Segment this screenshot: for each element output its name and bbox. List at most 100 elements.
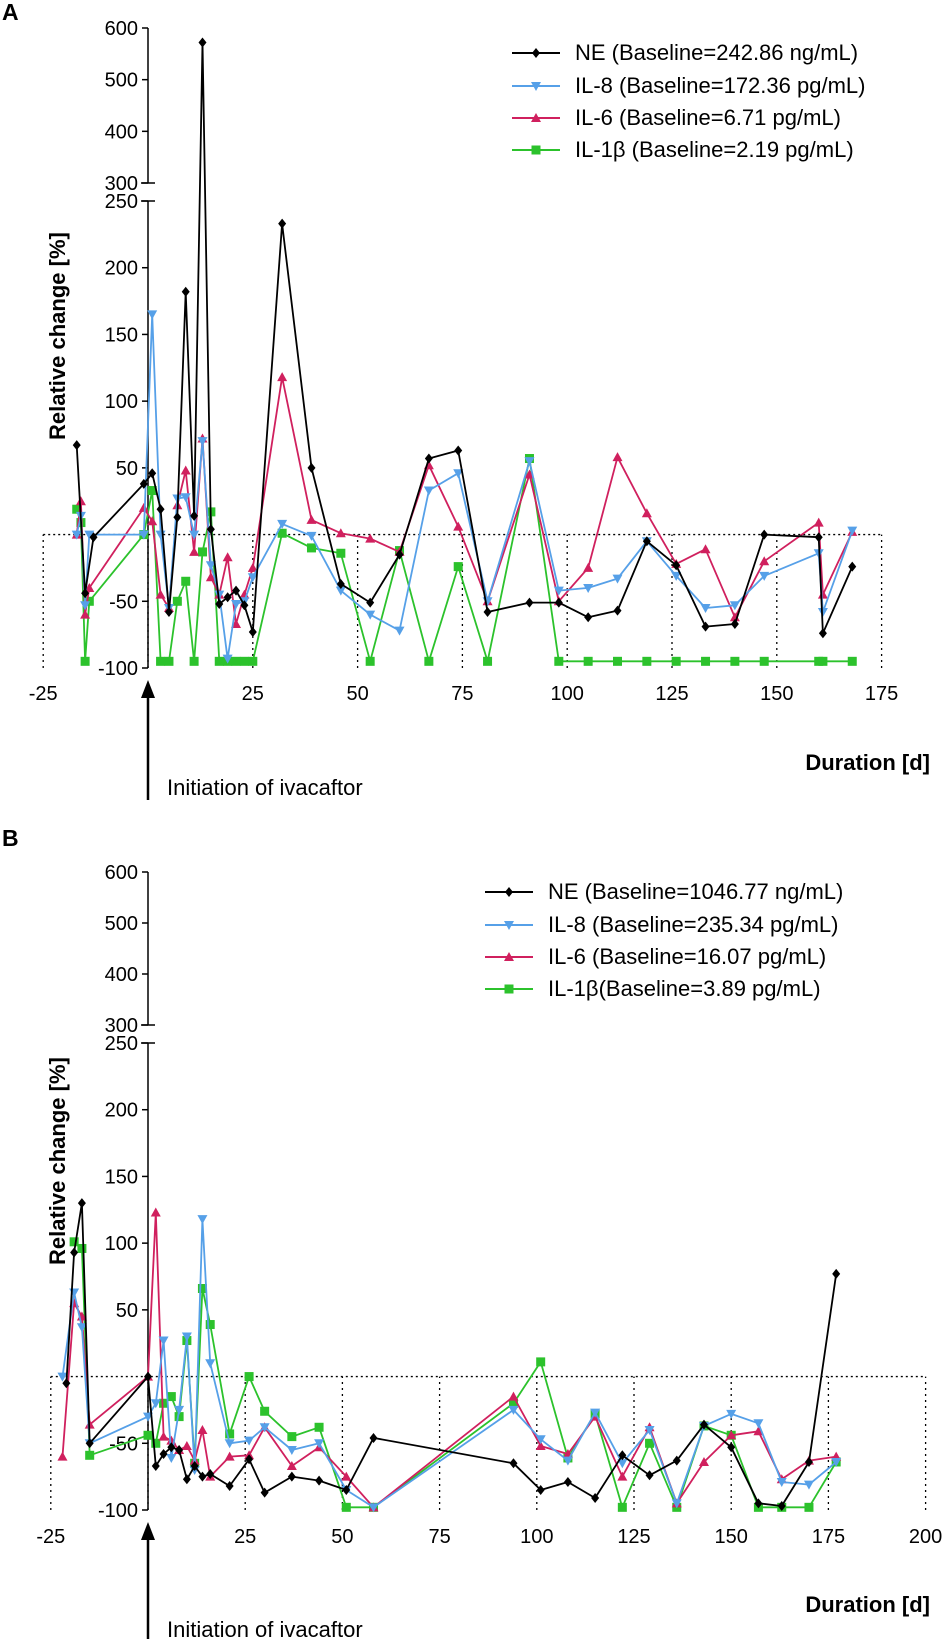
legend-label-il1b: IL-1β (Baseline=2.19 pg/mL): [575, 137, 854, 162]
data-point-ne: [81, 588, 90, 599]
data-point-il8: [700, 603, 711, 613]
data-point-il8: [423, 486, 434, 496]
data-point-ne: [760, 529, 769, 540]
data-point-il8: [365, 610, 376, 620]
data-point-il6: [583, 562, 594, 572]
legend-label-ne: NE (Baseline=1046.77 ng/mL): [548, 879, 843, 904]
data-point-il1: [818, 656, 828, 666]
data-point-il6: [535, 1440, 546, 1450]
data-point-il6: [180, 465, 191, 475]
data-point-ne: [618, 1450, 627, 1461]
data-point-il8: [181, 1332, 192, 1342]
data-point-il6: [813, 517, 824, 527]
data-point-il8: [150, 1399, 161, 1409]
data-point-il8: [671, 1499, 682, 1509]
data-point-il8: [759, 571, 770, 581]
y-tick-label: 500: [105, 70, 138, 92]
data-point-ne: [151, 1460, 160, 1471]
data-point-il6: [277, 372, 288, 382]
panel-letter: A: [2, 0, 19, 25]
data-point-ne: [483, 606, 492, 617]
data-point-il8: [286, 1445, 297, 1455]
data-point-il8: [803, 1480, 814, 1490]
data-point-ne: [699, 1419, 708, 1430]
data-point-ne: [175, 1444, 184, 1455]
data-point-il8: [729, 601, 740, 611]
data-point-il1: [231, 656, 241, 666]
y-tick-label: 300: [105, 1015, 138, 1037]
legend-marker-ne: [505, 887, 513, 897]
data-point-ne: [248, 626, 257, 637]
data-point-ne: [198, 37, 207, 48]
data-point-il8: [197, 437, 208, 447]
data-point-il8: [76, 1323, 87, 1333]
data-point-il6: [817, 589, 828, 599]
data-point-ne: [144, 1371, 152, 1382]
data-point-il6: [306, 514, 317, 524]
data-point-ne: [814, 532, 823, 543]
data-point-ne: [164, 606, 173, 617]
data-point-il8: [247, 573, 258, 583]
data-point-il1: [554, 656, 564, 666]
data-point-il1: [260, 1406, 270, 1416]
data-point-il1: [156, 656, 166, 666]
data-point-ne: [70, 1247, 79, 1258]
data-point-ne: [167, 1442, 176, 1453]
y-tick-label: 250: [105, 1033, 138, 1055]
data-point-il6: [753, 1426, 764, 1436]
data-point-il1: [701, 656, 711, 666]
data-point-il8: [174, 1405, 185, 1415]
y-tick-label: 150: [105, 1166, 138, 1188]
y-tick-label: 50: [116, 458, 138, 480]
data-point-il6: [612, 452, 623, 462]
data-point-ne: [336, 578, 345, 589]
data-point-il1: [159, 1398, 169, 1408]
data-point-ne: [307, 462, 316, 473]
panel-letter: B: [2, 825, 19, 851]
data-point-ne: [315, 1475, 324, 1486]
data-point-il1: [189, 656, 199, 666]
data-point-il1: [197, 547, 207, 557]
data-point-il8: [524, 457, 535, 467]
data-point-il1: [730, 656, 740, 666]
data-point-il6: [147, 516, 158, 526]
data-point-il1: [248, 656, 258, 666]
x-tick-label: 150: [760, 683, 793, 705]
data-point-il6: [341, 1471, 352, 1481]
data-point-il1: [847, 656, 857, 666]
data-point-il1: [214, 656, 224, 666]
data-point-il8: [671, 571, 682, 581]
data-point-ne: [77, 1198, 86, 1209]
data-point-ne: [206, 1468, 215, 1479]
data-point-ne: [584, 612, 593, 623]
data-point-il8: [644, 1425, 655, 1435]
x-tick-label: 75: [428, 1526, 450, 1548]
data-point-ne: [85, 1438, 94, 1449]
data-point-il8: [335, 586, 346, 596]
legend-label-il6: IL-6 (Baseline=6.71 pg/mL): [575, 105, 841, 130]
data-point-il6: [158, 1431, 169, 1441]
y-axis-title: Relative change [%]: [45, 1057, 70, 1265]
data-point-il1: [172, 596, 182, 606]
series-line-il8: [61, 1218, 837, 1509]
data-point-il1: [453, 562, 463, 572]
data-point-ne: [832, 1268, 841, 1279]
data-point-ne: [260, 1487, 269, 1498]
x-tick-label: -25: [36, 1526, 65, 1548]
data-point-ne: [509, 1458, 518, 1469]
x-tick-label: 175: [865, 683, 898, 705]
panel-b: B Relative change [%] Duration [d] Initi…: [2, 825, 942, 1639]
data-point-il6: [726, 1430, 737, 1440]
ivacaftor-annotation: Initiation of ivacaftor: [167, 1617, 363, 1639]
data-point-il1: [181, 576, 191, 586]
data-point-il1: [166, 1392, 176, 1402]
x-tick-label: -25: [29, 683, 58, 705]
y-tick-label: 50: [116, 1300, 138, 1322]
data-point-il8: [205, 1359, 216, 1369]
data-point-ne: [225, 1480, 234, 1491]
data-point-il1: [671, 656, 681, 666]
data-point-il1: [77, 1243, 87, 1253]
data-point-ne: [366, 597, 375, 608]
legend-label-ne: NE (Baseline=242.86 ng/mL): [575, 40, 858, 65]
data-point-ne: [672, 1455, 681, 1466]
